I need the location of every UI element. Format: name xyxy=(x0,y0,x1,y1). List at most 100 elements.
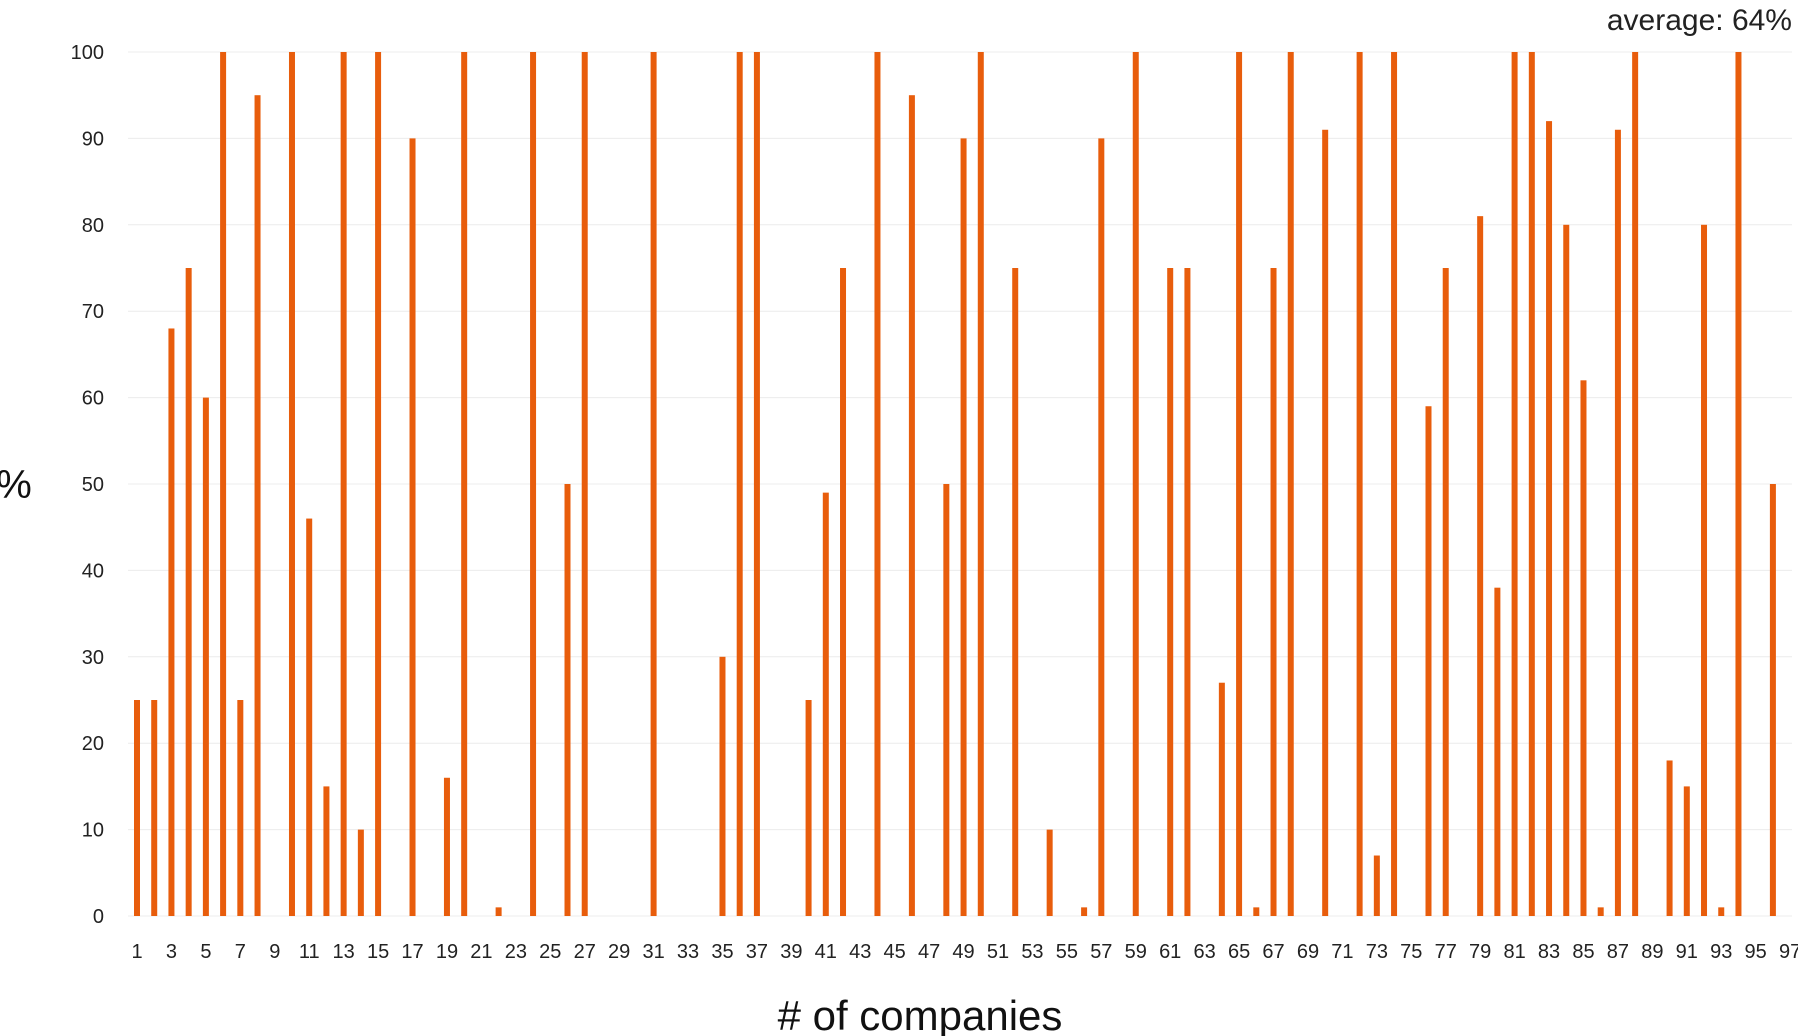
bar xyxy=(1735,52,1742,916)
bar xyxy=(1236,52,1243,916)
y-tick-label: 50 xyxy=(82,474,104,496)
bar xyxy=(1769,484,1776,916)
x-tick-label: 95 xyxy=(1745,941,1767,963)
x-tick-label: 1 xyxy=(131,941,142,963)
bar xyxy=(1563,224,1570,917)
bar xyxy=(1098,138,1105,916)
x-tick-label: 71 xyxy=(1331,941,1353,963)
bar xyxy=(461,52,468,916)
bar xyxy=(1287,52,1294,916)
x-tick-label: 21 xyxy=(470,941,492,963)
x-tick-label: 5 xyxy=(200,941,211,963)
x-tick-label: 59 xyxy=(1125,941,1147,963)
bar xyxy=(1683,786,1690,916)
bar xyxy=(1477,216,1484,916)
bar xyxy=(202,397,209,917)
x-tick-label: 89 xyxy=(1641,941,1663,963)
x-tick-label: 57 xyxy=(1090,941,1112,963)
x-tick-label: 3 xyxy=(166,941,177,963)
bar xyxy=(564,484,571,916)
bar xyxy=(306,518,313,916)
bar xyxy=(1614,129,1621,916)
y-tick-label: 10 xyxy=(82,820,104,842)
bar xyxy=(254,95,261,916)
x-tick-label: 69 xyxy=(1297,941,1319,963)
bar xyxy=(977,52,984,916)
average-annotation: average: 64% xyxy=(1607,4,1792,37)
x-tick-label: 83 xyxy=(1538,941,1560,963)
y-axis-ticks: 0 10 20 30 40 50 60 70 80 90 100 xyxy=(71,42,104,928)
bar xyxy=(357,829,364,916)
bar xyxy=(822,492,829,916)
x-tick-label: 61 xyxy=(1159,941,1181,963)
y-tick-label: 20 xyxy=(82,733,104,755)
bar xyxy=(650,52,657,916)
y-tick-label: 0 xyxy=(93,906,104,928)
bar xyxy=(1701,224,1708,917)
bar xyxy=(1167,268,1174,916)
x-tick-label: 75 xyxy=(1400,941,1422,963)
bar xyxy=(1632,52,1639,916)
bar xyxy=(1425,406,1432,916)
bar xyxy=(1718,907,1725,916)
bar xyxy=(1046,829,1053,916)
x-tick-label: 47 xyxy=(918,941,940,963)
bar xyxy=(1270,268,1277,916)
bar xyxy=(443,777,450,916)
bar xyxy=(1580,380,1587,916)
bar xyxy=(409,138,416,916)
bar xyxy=(874,52,881,916)
bar xyxy=(1356,52,1363,916)
y-tick-label: 60 xyxy=(82,388,104,410)
bar xyxy=(753,52,760,916)
bar xyxy=(1253,907,1260,916)
x-tick-label: 53 xyxy=(1021,941,1043,963)
bar xyxy=(1528,52,1535,916)
x-tick-label: 17 xyxy=(401,941,423,963)
bar xyxy=(943,484,950,916)
x-tick-label: 39 xyxy=(780,941,802,963)
x-tick-label: 37 xyxy=(746,941,768,963)
x-tick-label: 9 xyxy=(269,941,280,963)
x-tick-label: 93 xyxy=(1710,941,1732,963)
bar xyxy=(168,328,175,917)
bar xyxy=(1322,129,1329,916)
bar xyxy=(840,268,847,916)
x-tick-label: 7 xyxy=(235,941,246,963)
x-tick-label: 65 xyxy=(1228,941,1250,963)
x-tick-label: 43 xyxy=(849,941,871,963)
y-tick-label: 90 xyxy=(82,128,104,150)
bar xyxy=(1391,52,1398,916)
bar xyxy=(1132,52,1139,916)
x-tick-label: 13 xyxy=(333,941,355,963)
bar xyxy=(581,52,588,916)
x-tick-label: 35 xyxy=(711,941,733,963)
bar xyxy=(1494,587,1501,916)
x-tick-label: 73 xyxy=(1366,941,1388,963)
bar xyxy=(288,52,295,916)
x-tick-label: 19 xyxy=(436,941,458,963)
bar xyxy=(323,786,330,916)
bar xyxy=(1081,907,1088,916)
x-tick-label: 41 xyxy=(815,941,837,963)
bar xyxy=(1373,855,1380,916)
x-tick-label: 97 xyxy=(1779,941,1798,963)
bar xyxy=(185,268,192,916)
bar xyxy=(237,700,244,916)
x-tick-label: 23 xyxy=(505,941,527,963)
bar xyxy=(960,138,967,916)
x-tick-label: 27 xyxy=(574,941,596,963)
x-tick-label: 67 xyxy=(1262,941,1284,963)
x-tick-label: 85 xyxy=(1572,941,1594,963)
bar xyxy=(1442,268,1449,916)
bar xyxy=(495,907,502,916)
x-tick-label: 45 xyxy=(884,941,906,963)
x-tick-label: 49 xyxy=(952,941,974,963)
bar xyxy=(736,52,743,916)
x-tick-label: 77 xyxy=(1435,941,1457,963)
x-axis-title: # of companies xyxy=(778,992,1063,1036)
x-tick-label: 79 xyxy=(1469,941,1491,963)
bar xyxy=(1184,268,1191,916)
bar xyxy=(1511,52,1518,916)
